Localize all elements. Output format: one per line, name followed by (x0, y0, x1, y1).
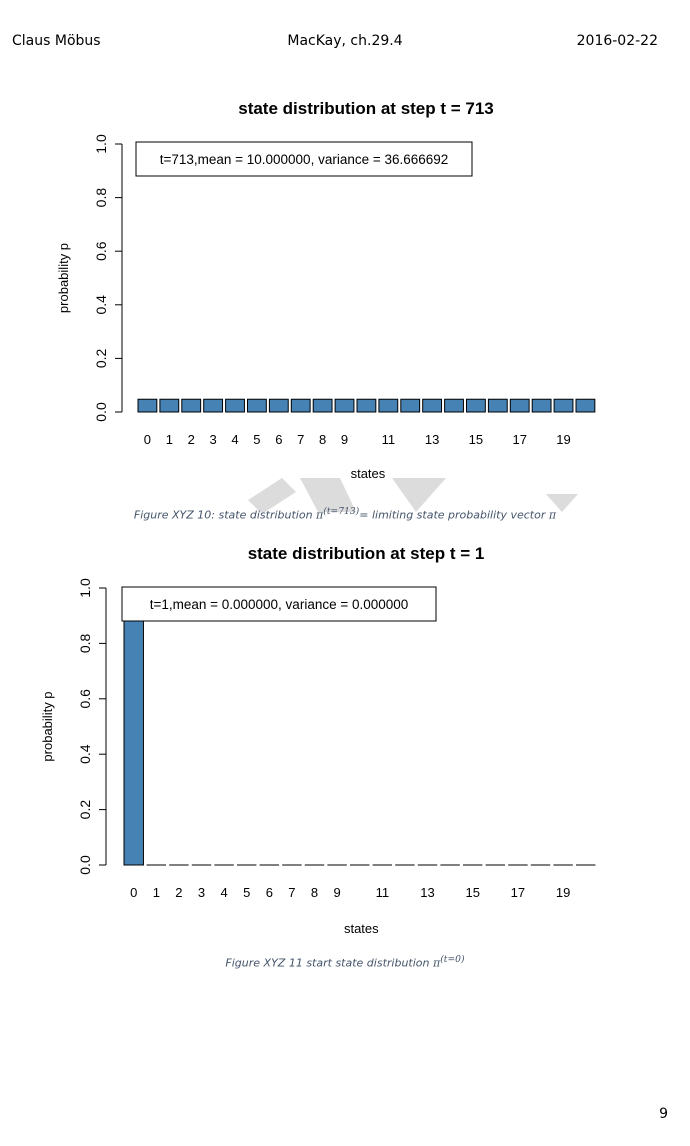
y-tick-label: 0.0 (77, 855, 93, 875)
y-axis-label: probability p (40, 691, 55, 761)
x-tick-label: 15 (469, 432, 483, 447)
x-tick-label: 15 (465, 885, 479, 900)
bar (290, 398, 311, 413)
y-tick-label: 1.0 (77, 578, 93, 598)
x-tick-label: 3 (209, 432, 216, 447)
x-tick-label: 9 (341, 432, 348, 447)
x-tick-label: 2 (188, 432, 195, 447)
bar (159, 398, 180, 413)
bar (181, 398, 202, 413)
x-axis-label: states (344, 921, 379, 936)
caption-suffix: = limiting state probability vector (359, 508, 549, 522)
x-tick-label: 7 (297, 432, 304, 447)
y-tick-label: 0.8 (77, 633, 93, 653)
x-tick-label: 4 (231, 432, 238, 447)
y-tick-label: 0.6 (93, 241, 109, 261)
page-number: 9 (659, 1106, 668, 1122)
x-tick-label: 2 (175, 885, 182, 900)
bar (247, 398, 267, 413)
watermark-stroke (546, 494, 578, 512)
caption-prefix: Figure XYZ 11 start state distribution (225, 956, 433, 970)
legend-text: t=1,mean = 0.000000, variance = 0.000000 (150, 597, 409, 612)
chart-t713: state distribution at step t = 713 0.0 0.2… (56, 99, 596, 481)
header-author: Claus Möbus (12, 33, 101, 49)
bar (531, 398, 552, 413)
y-tick-label: 1.0 (93, 134, 109, 154)
bar (378, 398, 399, 413)
pi-symbol-tail: π (548, 508, 557, 522)
x-tick-label: 1 (153, 885, 160, 900)
x-tick-label: 8 (319, 432, 326, 447)
x-tick-label: 9 (334, 885, 341, 900)
x-tick-label: 5 (253, 432, 260, 447)
bar (553, 398, 574, 413)
bar (444, 398, 464, 413)
bar (466, 398, 486, 413)
bar (575, 398, 596, 413)
legend-box (135, 141, 473, 177)
x-tick-label: 17 (512, 432, 526, 447)
pi-symbol: π (433, 956, 441, 970)
y-tick-label: 0.0 (93, 402, 109, 422)
bar (487, 398, 508, 413)
watermark-stroke (248, 478, 296, 514)
x-tick-label: 5 (243, 885, 250, 900)
caption-prefix: Figure XYZ 10: state distribution (133, 508, 317, 522)
bar (312, 398, 333, 413)
pi-symbol: π (316, 508, 324, 522)
x-tick-label: 13 (425, 432, 439, 447)
bar (400, 398, 421, 413)
bar (356, 398, 377, 413)
bar (422, 398, 443, 413)
y-tick-label: 0.2 (77, 800, 93, 820)
figure-caption-11: Figure XYZ 11 start state distribution π… (0, 954, 690, 970)
y-axis-label: probability p (56, 243, 71, 313)
x-tick-label: 8 (311, 885, 318, 900)
x-tick-label: 0 (130, 885, 137, 900)
bar (509, 398, 530, 413)
bar (334, 398, 355, 413)
header-date: 2016-02-22 (576, 33, 658, 49)
header-reference: MacKay, ch.29.4 (287, 33, 403, 49)
bar (137, 398, 158, 413)
x-tick-label: 19 (556, 885, 570, 900)
y-tick-label: 0.4 (77, 744, 93, 764)
watermark-stroke (392, 478, 446, 512)
chart-title: state distribution at step t = 1 (248, 544, 485, 563)
watermark-stroke (300, 478, 356, 512)
x-tick-label: 6 (266, 885, 273, 900)
bar (123, 587, 144, 866)
y-tick-label: 0.8 (93, 188, 109, 208)
bar (203, 398, 224, 413)
x-tick-label: 11 (376, 885, 390, 900)
bar (268, 398, 289, 413)
chart-t1: state distribution at step t = 1 0.0 0.2 0.… (40, 544, 596, 936)
x-tick-label: 1 (166, 432, 173, 447)
caption-superscript: (t=713) (323, 506, 360, 517)
x-tick-label: 13 (420, 885, 434, 900)
x-tick-label: 7 (288, 885, 295, 900)
x-tick-label: 11 (382, 432, 396, 447)
y-tick-label: 0.6 (77, 689, 93, 709)
y-tick-label: 0.4 (93, 295, 109, 315)
x-tick-label: 6 (275, 432, 282, 447)
x-axis-label: states (351, 466, 386, 481)
chart-title: state distribution at step t = 713 (238, 99, 494, 118)
legend-box (121, 586, 437, 622)
bar (225, 398, 245, 413)
legend-text: t=713,mean = 10.000000, variance = 36.66… (160, 152, 449, 167)
x-tick-label: 4 (221, 885, 228, 900)
x-tick-label: 3 (198, 885, 205, 900)
x-tick-label: 0 (144, 432, 151, 447)
caption-superscript: (t=0) (440, 954, 465, 965)
x-tick-label: 17 (511, 885, 525, 900)
x-tick-label: 19 (556, 432, 570, 447)
figure-caption-10: Figure XYZ 10: state distribution π(t=71… (0, 506, 690, 522)
y-tick-label: 0.2 (93, 348, 109, 368)
